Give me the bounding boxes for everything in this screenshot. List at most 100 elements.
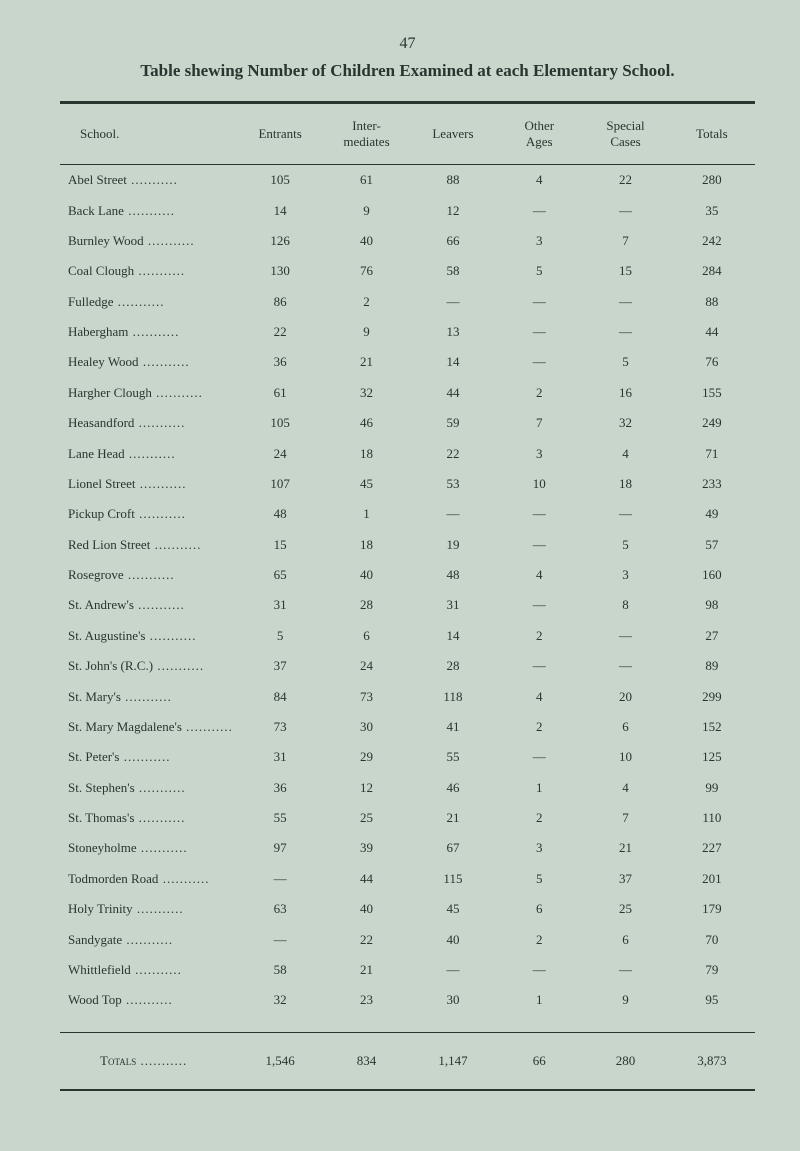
cell-totals: 57 [669, 530, 755, 560]
table-row: St. Thomas's ...........55252127110 [60, 803, 755, 833]
cell-entrants: 86 [237, 287, 323, 317]
cell-other_ages: — [496, 742, 582, 772]
cell-special_cases: 18 [582, 469, 668, 499]
cell-totals: 35 [669, 195, 755, 225]
totals-row: Totals ........... 1,546 834 1,147 66 28… [60, 1032, 755, 1090]
cell-totals: 201 [669, 864, 755, 894]
cell-school: Stoneyholme ........... [60, 833, 237, 863]
cell-entrants: 36 [237, 773, 323, 803]
cell-special_cases: — [582, 621, 668, 651]
cell-school: St. Mary Magdalene's ........... [60, 712, 237, 742]
cell-intermediates: 6 [323, 621, 409, 651]
cell-intermediates: 25 [323, 803, 409, 833]
table-row: Wood Top ...........3223301995 [60, 985, 755, 1015]
cell-special_cases: 16 [582, 378, 668, 408]
cell-school: Lionel Street ........... [60, 469, 237, 499]
cell-totals: 284 [669, 256, 755, 286]
cell-entrants: 5 [237, 621, 323, 651]
header-row: School. Entrants Inter-mediates Leavers … [60, 103, 755, 165]
cell-leavers: 21 [410, 803, 496, 833]
cell-totals: 44 [669, 317, 755, 347]
header-totals: Totals [669, 103, 755, 165]
cell-leavers: 59 [410, 408, 496, 438]
cell-intermediates: 23 [323, 985, 409, 1015]
cell-other_ages: 3 [496, 438, 582, 468]
table-row: Healey Wood ...........362114—576 [60, 347, 755, 377]
cell-entrants: 105 [237, 408, 323, 438]
cell-intermediates: 21 [323, 347, 409, 377]
cell-other_ages: — [496, 195, 582, 225]
cell-special_cases: — [582, 287, 668, 317]
cell-intermediates: 30 [323, 712, 409, 742]
cell-intermediates: 39 [323, 833, 409, 863]
cell-entrants: 126 [237, 226, 323, 256]
cell-school: St. Augustine's ........... [60, 621, 237, 651]
cell-school: St. Thomas's ........... [60, 803, 237, 833]
cell-special_cases: — [582, 499, 668, 529]
cell-school: Fulledge ........... [60, 287, 237, 317]
cell-totals: 49 [669, 499, 755, 529]
cell-intermediates: 40 [323, 894, 409, 924]
header-entrants: Entrants [237, 103, 323, 165]
cell-intermediates: 29 [323, 742, 409, 772]
cell-totals: 299 [669, 681, 755, 711]
table-row: Stoneyholme ...........973967321227 [60, 833, 755, 863]
cell-entrants: 31 [237, 590, 323, 620]
cell-leavers: 14 [410, 621, 496, 651]
cell-leavers: 22 [410, 438, 496, 468]
cell-totals: 76 [669, 347, 755, 377]
cell-entrants: 22 [237, 317, 323, 347]
cell-school: St. John's (R.C.) ........... [60, 651, 237, 681]
cell-entrants: 97 [237, 833, 323, 863]
header-special-cases: SpecialCases [582, 103, 668, 165]
cell-intermediates: 9 [323, 317, 409, 347]
cell-intermediates: 22 [323, 924, 409, 954]
table-row: Rosegrove ...........65404843160 [60, 560, 755, 590]
cell-leavers: 67 [410, 833, 496, 863]
cell-totals: 88 [669, 287, 755, 317]
cell-entrants: 61 [237, 378, 323, 408]
cell-intermediates: 44 [323, 864, 409, 894]
cell-school: St. Mary's ........... [60, 681, 237, 711]
cell-special_cases: 7 [582, 226, 668, 256]
cell-other_ages: — [496, 499, 582, 529]
cell-special_cases: 6 [582, 712, 668, 742]
cell-intermediates: 1 [323, 499, 409, 529]
cell-entrants: 107 [237, 469, 323, 499]
cell-school: Whittlefield ........... [60, 955, 237, 985]
cell-special_cases: 37 [582, 864, 668, 894]
header-leavers: Leavers [410, 103, 496, 165]
cell-leavers: — [410, 955, 496, 985]
cell-leavers: 40 [410, 924, 496, 954]
cell-totals: 125 [669, 742, 755, 772]
cell-school: Healey Wood ........... [60, 347, 237, 377]
cell-leavers: 13 [410, 317, 496, 347]
cell-school: Holy Trinity ........... [60, 894, 237, 924]
cell-entrants: 15 [237, 530, 323, 560]
totals-totals: 3,873 [669, 1032, 755, 1090]
table-row: Hargher Clough ...........613244216155 [60, 378, 755, 408]
cell-totals: 99 [669, 773, 755, 803]
cell-entrants: 32 [237, 985, 323, 1015]
cell-entrants: 31 [237, 742, 323, 772]
cell-leavers: 118 [410, 681, 496, 711]
cell-totals: 70 [669, 924, 755, 954]
cell-leavers: 12 [410, 195, 496, 225]
cell-intermediates: 76 [323, 256, 409, 286]
cell-other_ages: 7 [496, 408, 582, 438]
cell-special_cases: 6 [582, 924, 668, 954]
cell-other_ages: — [496, 317, 582, 347]
totals-leavers: 1,147 [410, 1032, 496, 1090]
cell-special_cases: 9 [582, 985, 668, 1015]
cell-totals: 98 [669, 590, 755, 620]
cell-special_cases: 21 [582, 833, 668, 863]
cell-other_ages: 5 [496, 256, 582, 286]
cell-school: Hargher Clough ........... [60, 378, 237, 408]
cell-leavers: 28 [410, 651, 496, 681]
cell-intermediates: 18 [323, 530, 409, 560]
cell-other_ages: 1 [496, 773, 582, 803]
totals-other-ages: 66 [496, 1032, 582, 1090]
header-other-ages: OtherAges [496, 103, 582, 165]
cell-totals: 233 [669, 469, 755, 499]
cell-other_ages: 1 [496, 985, 582, 1015]
